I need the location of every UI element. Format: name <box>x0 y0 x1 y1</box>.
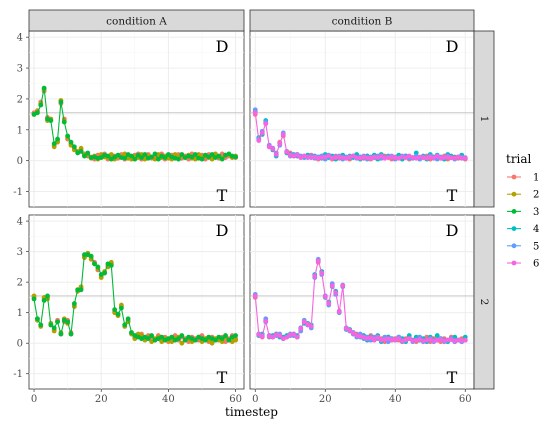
corner-label-bottom: T <box>447 368 458 387</box>
legend-key-point <box>511 174 517 180</box>
data-point <box>179 340 185 346</box>
legend-key-point <box>511 226 517 232</box>
y-tick-label: 3 <box>17 64 23 75</box>
facet-panel: DT <box>249 30 475 208</box>
y-tick-label: 1 <box>17 308 23 319</box>
y-tick-label: -1 <box>13 369 23 380</box>
y-tick-label: 2 <box>17 94 23 105</box>
corner-label-bottom: T <box>217 368 228 387</box>
legend-title: trial <box>506 152 532 166</box>
x-tick-label: 60 <box>229 394 242 405</box>
facet-panel: DT <box>28 214 245 390</box>
row-strip-bg <box>473 30 495 208</box>
x-tick-label: 40 <box>389 394 402 405</box>
column-strip-bg <box>249 9 475 32</box>
column-strip: condition A <box>28 9 245 32</box>
series-line <box>33 87 236 160</box>
x-tick-label: 20 <box>95 394 108 405</box>
series-line <box>33 254 236 342</box>
x-tick-label: 0 <box>252 394 258 405</box>
legend-entry: 2 <box>507 190 539 201</box>
series-line <box>254 260 466 342</box>
row-strip: 1 <box>473 30 495 208</box>
legend: trial 1 2 3 4 5 6 <box>506 152 539 270</box>
data-point <box>434 333 440 338</box>
data-point <box>172 152 178 157</box>
legend-label: 1 <box>533 173 539 184</box>
y-tick-label: 1 <box>17 125 23 136</box>
column-strip-label: condition B <box>332 16 393 28</box>
legend-entry: 1 <box>507 173 539 184</box>
x-axis-title: timestep <box>225 405 278 419</box>
corner-label-bottom: T <box>217 186 228 205</box>
panel-background <box>28 30 245 208</box>
legend-label: 6 <box>533 259 539 270</box>
legend-label: 5 <box>533 241 539 252</box>
legend-entry: 5 <box>507 241 539 252</box>
y-tick-label: 2 <box>17 278 23 289</box>
data-point <box>252 293 258 299</box>
legend-key-point <box>511 243 517 249</box>
facet-panel: DT <box>249 214 475 390</box>
x-tick-label: 60 <box>459 394 472 405</box>
legend-entry: 4 <box>507 224 539 235</box>
data-point <box>233 333 239 338</box>
panel-background <box>249 30 475 208</box>
y-tick-label: 3 <box>17 247 23 258</box>
legend-label: 3 <box>533 207 539 218</box>
column-strip-bg <box>28 9 245 32</box>
y-tick-label: 0 <box>17 156 23 167</box>
legend-label: 2 <box>533 190 539 201</box>
panel-background <box>249 214 475 390</box>
y-tick-label: 4 <box>17 33 23 44</box>
corner-label-bottom: T <box>447 186 458 205</box>
series-line <box>254 112 466 159</box>
x-tick-label: 40 <box>162 394 175 405</box>
y-tick-label: 4 <box>17 217 23 228</box>
y-tick-label: 0 <box>17 339 23 350</box>
series-trial-3 <box>31 252 239 343</box>
row-strip-label: 1 <box>478 116 490 123</box>
y-tick-label: -1 <box>13 187 23 198</box>
row-strip-bg <box>473 214 495 390</box>
panel-background <box>28 214 245 390</box>
column-strip: condition B <box>249 9 475 32</box>
x-tick-label: 0 <box>31 394 37 405</box>
data-point <box>209 340 215 346</box>
legend-entry: 6 <box>507 259 539 270</box>
row-strip-label: 2 <box>478 299 490 306</box>
column-strip-label: condition A <box>106 16 167 28</box>
legend-key-point <box>511 209 517 214</box>
corner-label-top: D <box>216 221 229 240</box>
corner-label-top: D <box>216 37 229 56</box>
corner-label-top: D <box>446 221 459 240</box>
strips-layer: condition A condition B 1 2 <box>28 9 495 390</box>
data-point <box>233 337 239 343</box>
legend-key-point <box>511 191 517 197</box>
facet-panel: DT <box>28 30 245 208</box>
x-tick-label: 20 <box>319 394 332 405</box>
legend-label: 4 <box>533 224 539 235</box>
row-strip: 2 <box>473 214 495 390</box>
data-point <box>196 152 202 157</box>
legend-entry: 3 <box>507 207 539 218</box>
corner-label-top: D <box>446 37 459 56</box>
legend-key-point <box>511 260 517 266</box>
